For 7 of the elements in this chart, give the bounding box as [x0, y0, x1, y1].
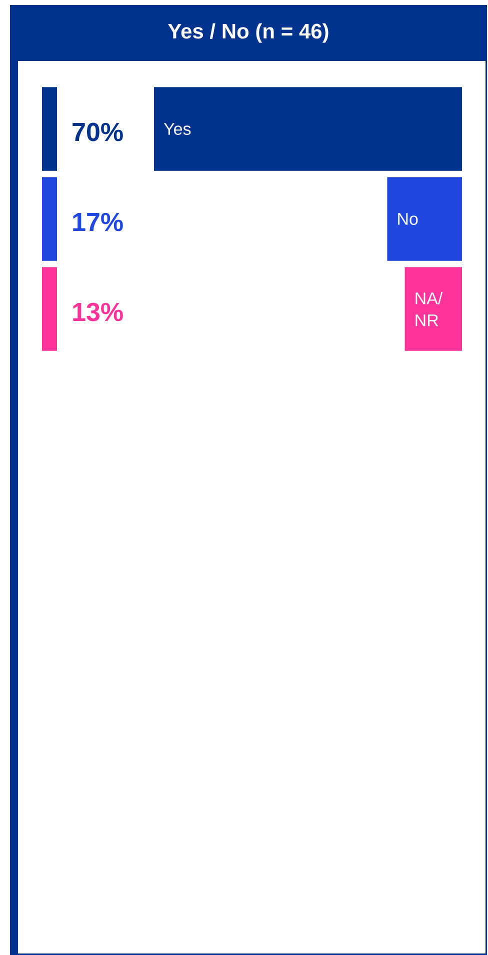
- data-label: 13%: [73, 302, 123, 322]
- y-tick-label: Yes: [164, 123, 191, 135]
- y-tick-label: NA/ NR: [416, 292, 443, 326]
- data-label: 17%: [73, 212, 123, 232]
- data-label: 70%: [72, 122, 123, 142]
- chart-title: Yes / No (n = 46): [168, 23, 328, 43]
- y-tick-label: No: [398, 213, 418, 225]
